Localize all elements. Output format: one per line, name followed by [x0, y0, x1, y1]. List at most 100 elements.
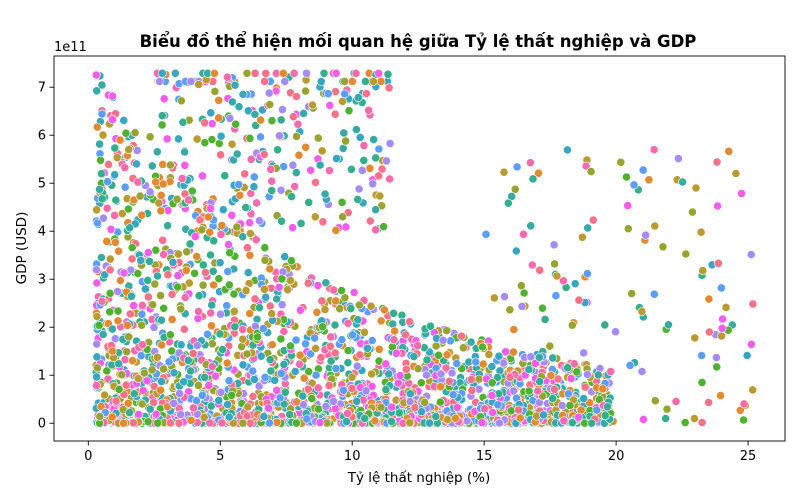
data-point	[224, 376, 234, 386]
data-point	[563, 145, 572, 155]
data-point	[379, 222, 388, 232]
data-point	[216, 387, 226, 397]
data-point	[311, 343, 321, 353]
data-point	[112, 153, 122, 162]
data-point	[493, 373, 502, 382]
data-point	[272, 417, 282, 427]
data-point	[173, 282, 183, 292]
data-point	[108, 324, 117, 334]
data-point	[264, 418, 274, 428]
data-point	[114, 359, 124, 369]
data-point	[235, 190, 245, 200]
x-tick-label: 20	[608, 449, 625, 464]
data-point	[242, 349, 252, 359]
data-point	[227, 139, 237, 149]
data-point	[227, 97, 237, 107]
data-point	[420, 397, 430, 407]
data-point	[194, 80, 204, 89]
data-point	[339, 128, 349, 138]
data-point	[661, 414, 670, 423]
data-point	[510, 184, 520, 194]
data-point	[296, 218, 306, 228]
y-tick-label: 4	[38, 225, 46, 240]
data-point	[98, 130, 108, 140]
data-point	[352, 396, 362, 406]
data-point	[650, 396, 660, 406]
data-point	[606, 367, 616, 376]
data-point	[177, 174, 187, 183]
data-point	[156, 385, 165, 395]
data-point	[293, 119, 303, 129]
data-point	[367, 336, 377, 345]
data-point	[114, 246, 123, 256]
data-point	[192, 396, 201, 406]
data-point	[151, 409, 161, 419]
data-point	[119, 418, 128, 428]
data-point	[376, 402, 386, 412]
data-point	[748, 299, 758, 309]
data-point	[174, 134, 183, 144]
data-point	[401, 364, 411, 374]
data-point	[208, 266, 218, 276]
data-point	[721, 302, 731, 312]
y-offset-label: 1e11	[54, 40, 87, 55]
data-point	[401, 330, 411, 340]
data-point	[313, 383, 323, 393]
data-point	[338, 97, 347, 106]
data-point	[347, 77, 357, 86]
data-point	[107, 346, 117, 356]
data-point	[376, 316, 386, 326]
data-point	[246, 154, 256, 164]
data-point	[92, 372, 101, 382]
data-point	[92, 381, 101, 390]
data-point	[238, 334, 248, 344]
data-point	[374, 144, 384, 154]
data-point	[98, 330, 108, 339]
data-point	[292, 131, 301, 141]
data-point	[295, 350, 305, 360]
data-point	[110, 210, 119, 220]
data-point	[267, 176, 277, 186]
data-point	[448, 390, 458, 400]
data-point	[623, 224, 633, 234]
data-point	[265, 301, 275, 311]
data-point	[209, 280, 218, 290]
data-point	[405, 389, 415, 399]
data-point	[147, 161, 157, 171]
data-point	[138, 385, 148, 395]
data-point	[132, 159, 141, 169]
data-point	[92, 122, 102, 132]
data-point	[321, 278, 331, 288]
data-point	[712, 353, 721, 362]
data-point	[127, 254, 137, 264]
data-point	[442, 326, 452, 335]
data-point	[583, 370, 592, 379]
data-point	[105, 265, 115, 275]
data-point	[535, 265, 545, 275]
data-point	[317, 296, 327, 306]
data-point	[113, 287, 122, 296]
data-point	[299, 109, 308, 118]
data-point	[517, 301, 527, 311]
data-point	[222, 72, 232, 82]
data-point	[245, 218, 254, 228]
data-point	[266, 164, 276, 174]
chart-title: Biểu đồ thể hiện mối quan hệ giữa Tỷ lệ …	[140, 32, 697, 51]
data-point	[200, 118, 210, 128]
data-point	[704, 398, 713, 407]
data-point	[127, 243, 137, 252]
data-point	[142, 376, 152, 386]
data-point	[410, 403, 420, 413]
data-point	[501, 347, 511, 357]
data-point	[93, 218, 102, 228]
data-point	[331, 296, 341, 306]
data-point	[163, 270, 173, 280]
data-point	[206, 108, 216, 118]
data-point	[234, 180, 244, 189]
x-tick-label: 15	[476, 449, 493, 464]
data-point	[298, 391, 308, 401]
data-point	[105, 307, 115, 317]
data-point	[389, 335, 399, 345]
data-point	[452, 359, 462, 368]
data-point	[207, 339, 217, 349]
